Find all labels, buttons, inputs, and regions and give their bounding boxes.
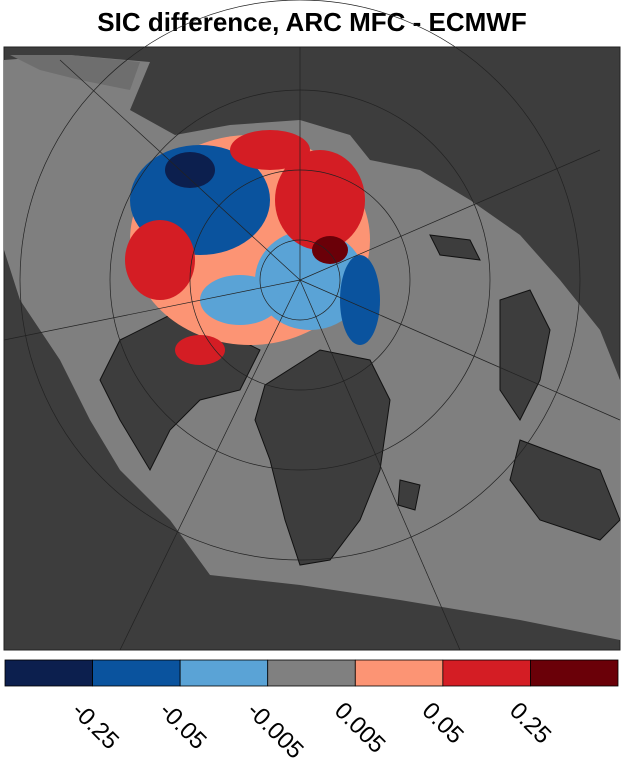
graticule	[3, 0, 621, 651]
colorbar: -0.25 -0.05 -0.005 0.005 0.05 0.25	[4, 659, 619, 764]
map-title: SIC difference, ARC MFC - ECMWF	[97, 7, 526, 37]
colorbar-tick-label: 0.25	[504, 697, 556, 749]
land	[397, 479, 421, 511]
colorbar-tick-label: 0.05	[417, 697, 469, 749]
colorbar-bin	[179, 659, 269, 687]
land	[499, 289, 551, 421]
colorbar-bin	[442, 659, 531, 687]
colorbar-bin	[92, 659, 181, 687]
greenland	[254, 349, 391, 566]
colorbar-bin	[267, 659, 356, 687]
land	[429, 234, 481, 261]
map	[3, 0, 621, 651]
colorbar-tick-label: -0.005	[241, 697, 308, 762]
colorbar-bin	[4, 659, 93, 687]
land	[509, 439, 621, 541]
colorbar-tick-label: -0.05	[154, 697, 212, 755]
colorbar-tick-label: 0.005	[329, 697, 391, 759]
ice-difference	[125, 130, 380, 365]
colorbar-tick-label: -0.25	[66, 697, 124, 755]
colorbar-bin	[354, 659, 444, 687]
ocean	[10, 55, 140, 90]
colorbar-bin	[530, 659, 619, 687]
